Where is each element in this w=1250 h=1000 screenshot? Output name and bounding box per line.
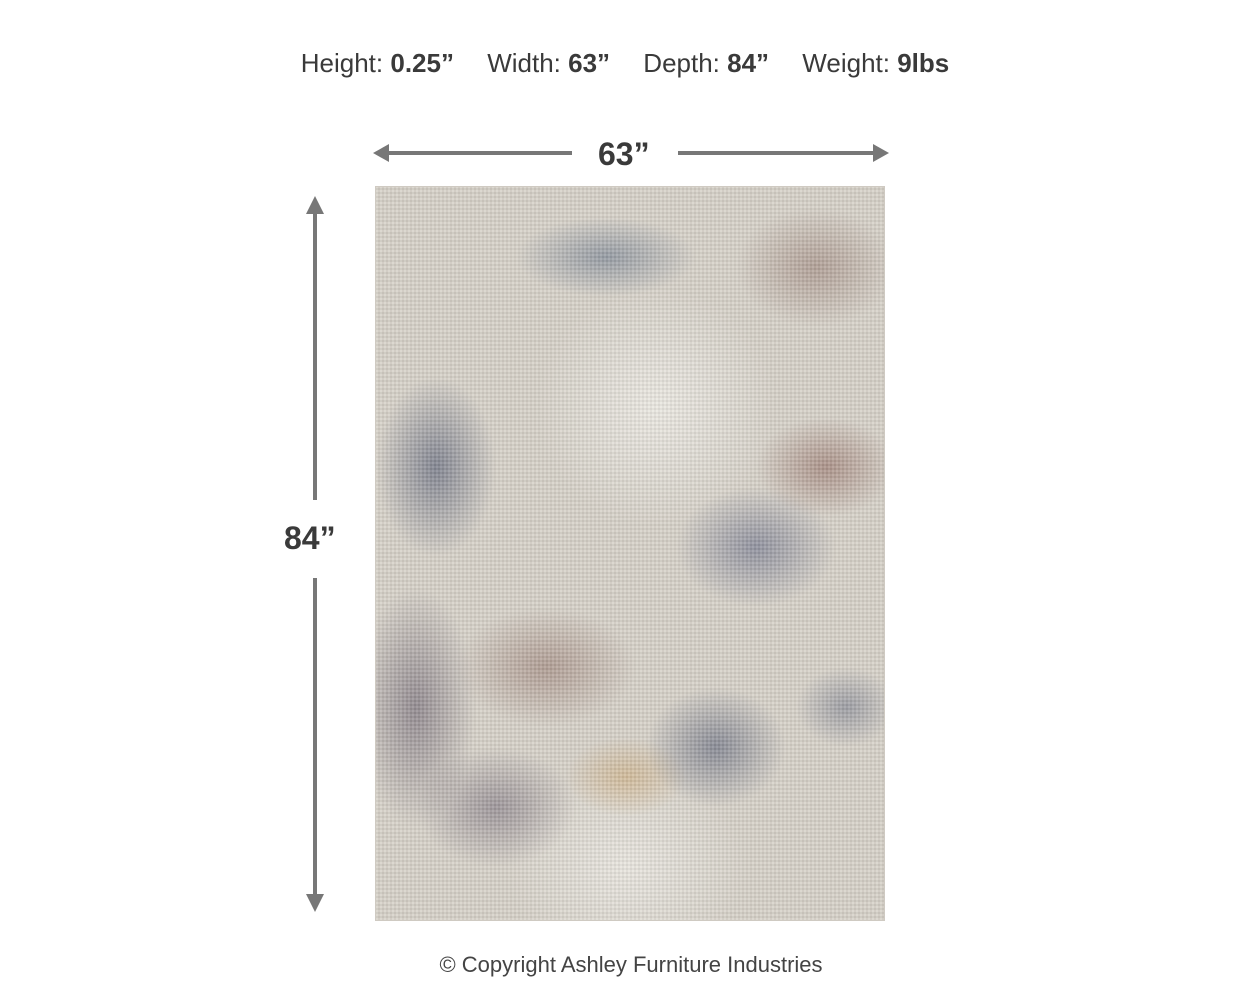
arrow-down-icon bbox=[306, 894, 324, 912]
width-arrow-line-right bbox=[678, 151, 874, 155]
spec-value: 63” bbox=[568, 48, 611, 78]
spec-label: Weight: bbox=[802, 48, 890, 78]
spec-value: 9lbs bbox=[897, 48, 950, 78]
arrow-up-icon bbox=[306, 196, 324, 214]
arrow-right-icon bbox=[873, 144, 889, 162]
spec-width: Width: 63” bbox=[487, 48, 610, 79]
spec-value: 84” bbox=[727, 48, 770, 78]
spec-height: Height: 0.25” bbox=[301, 48, 454, 79]
spec-label: Height: bbox=[300, 48, 384, 78]
spec-depth: Depth: 84” bbox=[643, 48, 769, 79]
specs-bar: Height: 0.25” Width: 63” Depth: 84” Weig… bbox=[0, 48, 1250, 79]
spec-label: Width: bbox=[487, 48, 561, 78]
copyright-text: © Copyright Ashley Furniture Industries bbox=[439, 952, 823, 977]
arrow-left-icon bbox=[373, 144, 389, 162]
width-label: 63” bbox=[598, 136, 650, 172]
spec-value: 0.25” bbox=[390, 48, 454, 78]
height-label: 84” bbox=[284, 520, 336, 556]
width-arrow-line-left bbox=[388, 151, 572, 155]
rug-image bbox=[376, 187, 884, 920]
spec-label: Depth: bbox=[643, 48, 720, 78]
height-arrow-line-bottom bbox=[313, 578, 317, 896]
height-arrow-line-top bbox=[313, 212, 317, 500]
spec-weight: Weight: 9lbs bbox=[802, 48, 949, 79]
